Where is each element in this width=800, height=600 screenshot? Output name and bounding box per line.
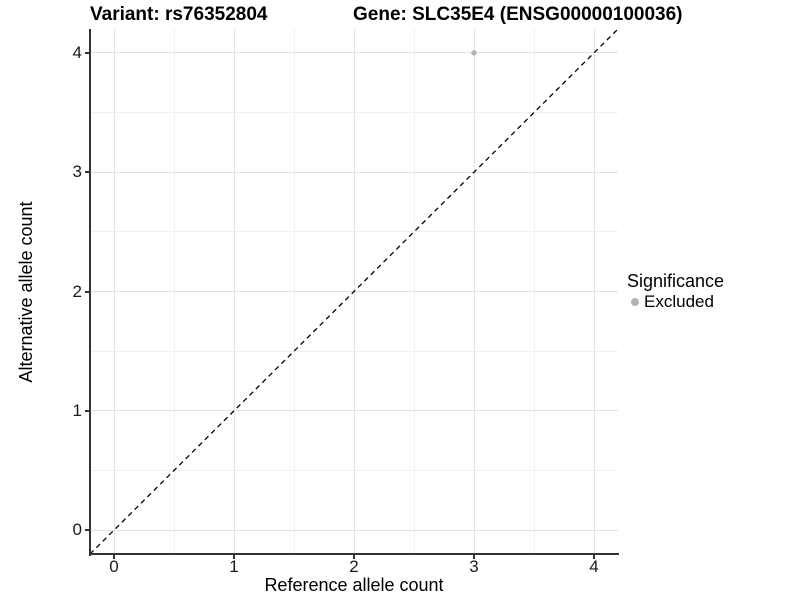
x-tick-label: 0 [109, 557, 119, 576]
plot-canvas [90, 29, 618, 554]
y-tick-mark [85, 51, 89, 54]
y-tick-label: 4 [72, 42, 82, 62]
data-points-layer [471, 50, 477, 56]
legend: Significance Excluded [627, 272, 724, 311]
x-tick-label: 1 [229, 557, 239, 576]
gridline [90, 171, 618, 173]
gridline [90, 52, 618, 54]
x-tick-mark [353, 555, 355, 559]
y-axis-line [89, 29, 91, 556]
x-axis-title: Reference allele count [264, 575, 444, 595]
y-tick-mark [85, 290, 89, 293]
y-tick-mark [85, 171, 89, 174]
y-tick-label: 2 [72, 281, 82, 301]
x-tick-label: 3 [469, 557, 479, 576]
legend-item: Excluded [631, 293, 724, 311]
legend-items: Excluded [627, 293, 724, 311]
gridline [90, 529, 618, 531]
plot-title-variant: Variant: rs76352804 [90, 4, 268, 25]
x-tick-mark [473, 555, 475, 559]
x-tick-mark [113, 555, 115, 559]
gridline [90, 410, 618, 412]
x-tick-mark [233, 555, 235, 559]
data-point [471, 50, 477, 56]
x-tick-label: 4 [589, 557, 599, 576]
y-tick-mark [85, 529, 89, 532]
y-axis-title: Alternative allele count [16, 201, 36, 383]
x-tick-label: 2 [349, 557, 359, 576]
plot-title-gene: Gene: SLC35E4 (ENSG00000100036) [353, 4, 683, 25]
x-axis-line [89, 553, 619, 555]
y-tick-mark [85, 409, 89, 412]
identity-reference-line [90, 29, 618, 554]
x-tick-mark [593, 555, 595, 559]
legend-point-icon [631, 298, 639, 306]
legend-label: Excluded [644, 292, 714, 311]
y-tick-label: 0 [72, 520, 82, 540]
plot-panel [90, 29, 618, 554]
y-tick-label: 1 [72, 400, 82, 420]
legend-title: Significance [627, 271, 725, 291]
y-tick-label: 3 [72, 162, 82, 182]
